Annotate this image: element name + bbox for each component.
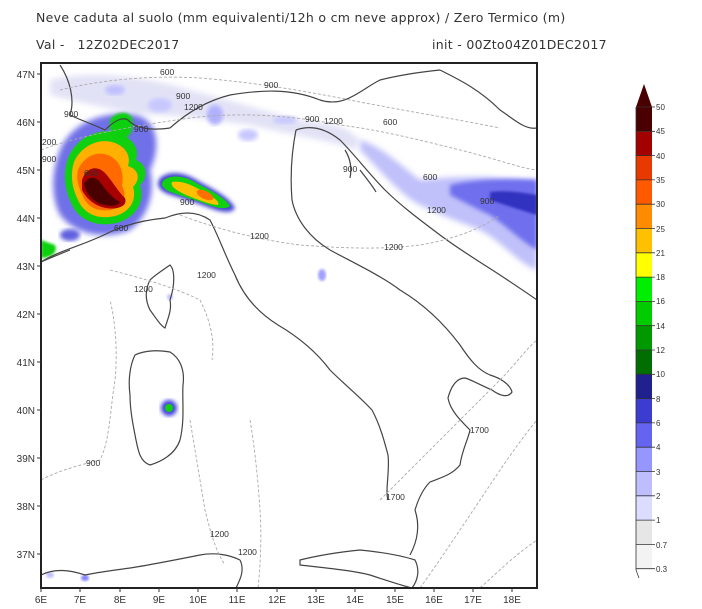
colorbar: 50 45 40 35 30 25 21 18 16 14 12 10 8 6 … — [635, 84, 668, 579]
svg-text:200: 200 — [42, 137, 56, 147]
svg-text:46N: 46N — [17, 118, 35, 129]
svg-text:12E: 12E — [268, 595, 286, 606]
svg-text:14: 14 — [656, 322, 665, 331]
svg-text:10: 10 — [656, 370, 665, 379]
svg-text:3: 3 — [656, 468, 661, 477]
svg-text:43N: 43N — [17, 262, 35, 273]
svg-text:9E: 9E — [153, 595, 166, 606]
svg-text:39N: 39N — [17, 454, 35, 465]
plot-frame — [40, 62, 538, 589]
svg-text:900: 900 — [134, 124, 148, 134]
svg-text:30: 30 — [656, 200, 665, 209]
svg-text:1200: 1200 — [238, 547, 257, 557]
svg-text:25: 25 — [656, 225, 665, 234]
coastlines — [41, 64, 537, 588]
svg-text:2: 2 — [656, 492, 661, 501]
svg-text:1200: 1200 — [427, 205, 446, 215]
svg-text:900: 900 — [86, 458, 100, 468]
svg-text:14E: 14E — [346, 595, 364, 606]
svg-text:8E: 8E — [114, 595, 127, 606]
svg-text:1: 1 — [656, 516, 661, 525]
svg-text:600: 600 — [114, 223, 128, 233]
svg-text:12: 12 — [656, 346, 665, 355]
svg-text:7E: 7E — [74, 595, 87, 606]
svg-text:8: 8 — [656, 395, 661, 404]
longitude-axis: 6E 7E 8E 9E 10E 11E 12E 13E 14E 15E 16E … — [35, 588, 521, 606]
svg-text:45: 45 — [656, 127, 665, 136]
svg-text:37N: 37N — [17, 550, 35, 561]
svg-text:40N: 40N — [17, 406, 35, 417]
svg-text:1200: 1200 — [184, 102, 203, 112]
svg-text:13E: 13E — [307, 595, 325, 606]
svg-text:11E: 11E — [228, 595, 245, 606]
svg-text:45N: 45N — [17, 166, 35, 177]
svg-text:1200: 1200 — [197, 270, 216, 280]
svg-text:600: 600 — [160, 67, 174, 77]
map-title: Neve caduta al suolo (mm equivalenti/12h… — [36, 10, 566, 25]
freezing-level-contours — [41, 76, 537, 588]
svg-text:38N: 38N — [17, 502, 35, 513]
svg-text:17E: 17E — [464, 595, 482, 606]
svg-text:0.7: 0.7 — [656, 541, 668, 550]
init-time: init - 00Zto04Z01DEC2017 — [432, 37, 607, 52]
colorbar-arrow-top — [636, 84, 652, 107]
valid-time: Val - 12Z02DEC2017 — [36, 37, 180, 52]
svg-text:900: 900 — [180, 197, 194, 207]
svg-text:600: 600 — [84, 168, 98, 178]
svg-text:15E: 15E — [386, 595, 404, 606]
svg-text:1200: 1200 — [324, 116, 343, 126]
snowfall-shading — [41, 74, 537, 581]
svg-text:1700: 1700 — [386, 492, 405, 502]
svg-text:900: 900 — [42, 154, 56, 164]
svg-text:35: 35 — [656, 176, 665, 185]
svg-text:44N: 44N — [17, 214, 35, 225]
svg-text:1200: 1200 — [210, 529, 229, 539]
svg-text:900: 900 — [480, 196, 494, 206]
svg-text:1200: 1200 — [384, 242, 403, 252]
svg-text:18: 18 — [656, 273, 665, 282]
svg-text:16: 16 — [656, 297, 665, 306]
svg-text:40: 40 — [656, 152, 665, 161]
svg-text:50: 50 — [656, 103, 665, 112]
svg-text:21: 21 — [656, 249, 665, 258]
contour-labels: 600 900 1200 900 900 200 900 600 900 600… — [42, 67, 494, 557]
svg-text:6: 6 — [656, 419, 661, 428]
svg-text:0.3: 0.3 — [656, 565, 668, 574]
svg-text:900: 900 — [305, 114, 319, 124]
svg-text:41N: 41N — [17, 358, 35, 369]
svg-text:47N: 47N — [17, 70, 35, 81]
svg-text:1200: 1200 — [134, 284, 153, 294]
svg-text:900: 900 — [264, 80, 278, 90]
svg-text:4: 4 — [656, 443, 661, 452]
svg-text:600: 600 — [383, 117, 397, 127]
svg-text:1200: 1200 — [250, 231, 269, 241]
svg-text:16E: 16E — [425, 595, 443, 606]
svg-text:900: 900 — [64, 109, 78, 119]
svg-text:1700: 1700 — [470, 425, 489, 435]
svg-text:10E: 10E — [189, 595, 207, 606]
svg-text:42N: 42N — [17, 310, 35, 321]
svg-text:900: 900 — [343, 164, 357, 174]
latitude-axis: 47N 46N 45N 44N 43N 42N 41N 40N 39N 38N … — [17, 70, 41, 561]
svg-text:900: 900 — [176, 91, 190, 101]
svg-text:600: 600 — [423, 172, 437, 182]
svg-text:18E: 18E — [503, 595, 521, 606]
svg-text:6E: 6E — [35, 595, 48, 606]
